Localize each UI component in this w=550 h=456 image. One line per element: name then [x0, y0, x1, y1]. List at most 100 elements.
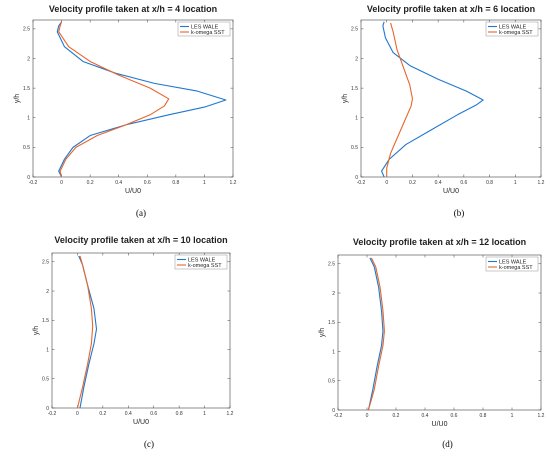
x-tick-label: 1 — [203, 411, 206, 417]
x-tick-label: -0.2 — [357, 180, 366, 186]
y-tick-label: 2 — [332, 291, 335, 297]
y-tick-label: 2.5 — [23, 27, 30, 33]
x-tick-label: 0.8 — [172, 180, 179, 186]
y-axis-label: y/h — [33, 326, 40, 335]
x-axis-label: U/U0 — [443, 188, 459, 195]
x-tick-label: 0.2 — [393, 413, 400, 419]
x-tick-label: 0 — [60, 180, 63, 186]
plot-area — [51, 252, 231, 409]
chart-panel-2: Velocity profile taken at x/h = 6 locati… — [342, 4, 545, 218]
legend-box — [174, 254, 228, 270]
chart-panel-3: Velocity profile taken at x/h = 10 locat… — [33, 235, 234, 449]
x-tick-label: 0.4 — [422, 413, 429, 419]
x-axis-label: U/U0 — [133, 419, 149, 426]
x-tick-label: 0.6 — [460, 180, 467, 186]
y-tick-label: 0.5 — [23, 145, 30, 151]
y-tick-label: 2.5 — [328, 262, 335, 268]
y-tick-label: 1.5 — [328, 320, 335, 326]
chart-panel-4: Velocity profile taken at x/h = 12 locat… — [319, 237, 545, 449]
y-tick-label: 1.5 — [23, 86, 30, 92]
y-tick-label: 1 — [332, 349, 335, 355]
x-tick-label: -0.2 — [48, 411, 57, 417]
x-tick-label: 0.2 — [99, 411, 106, 417]
y-tick-label: 0 — [46, 406, 49, 412]
series-line-les-wale — [367, 257, 384, 411]
legend-entry: k-omega SST — [499, 30, 533, 36]
x-tick-label: 0.8 — [486, 180, 493, 186]
y-tick-label: 2 — [46, 289, 49, 295]
series-line-les-wale — [381, 21, 484, 178]
y-axis-label: y/h — [342, 94, 349, 103]
series-line-k-omega-sst — [58, 21, 170, 178]
panel-caption: (c) — [144, 439, 154, 449]
x-axis-label: U/U0 — [432, 421, 448, 428]
legend-entry: LES WALE — [499, 24, 527, 30]
x-tick-label: 0.6 — [150, 411, 157, 417]
x-tick-label: 0.8 — [176, 411, 183, 417]
panel-caption: (a) — [136, 208, 146, 218]
x-tick-label: 0.2 — [409, 180, 416, 186]
x-tick-label: 0.2 — [87, 180, 94, 186]
y-axis-label: y/h — [319, 328, 326, 337]
y-tick-label: 2.5 — [42, 260, 49, 266]
x-tick-label: 0 — [385, 180, 388, 186]
x-tick-label: 0.8 — [480, 413, 487, 419]
legend-box — [485, 256, 539, 272]
legend-box — [177, 21, 231, 37]
chart-title: Velocity profile taken at x/h = 6 locati… — [367, 4, 535, 14]
chart-title: Velocity profile taken at x/h = 4 locati… — [49, 4, 217, 14]
y-tick-label: 2 — [355, 56, 358, 62]
x-tick-label: 0.4 — [115, 180, 122, 186]
x-tick-label: 0.6 — [144, 180, 151, 186]
y-tick-label: 0.5 — [42, 377, 49, 383]
legend-box — [485, 21, 539, 37]
series-line-k-omega-sst — [76, 255, 94, 409]
plot-area — [32, 19, 234, 178]
y-tick-label: 2 — [27, 56, 30, 62]
series-line-les-wale — [56, 21, 227, 178]
x-tick-label: 0.4 — [435, 180, 442, 186]
x-tick-label: 0.6 — [451, 413, 458, 419]
legend-entry: k-omega SST — [188, 263, 222, 269]
x-tick-label: 1 — [511, 413, 514, 419]
x-axis-label: U/U0 — [125, 188, 141, 195]
chart-title: Velocity profile taken at x/h = 10 locat… — [54, 235, 227, 245]
x-tick-label: 1.2 — [538, 180, 545, 186]
y-tick-label: 1 — [46, 347, 49, 353]
series-line-k-omega-sst — [367, 257, 385, 411]
x-tick-label: 1.2 — [230, 180, 237, 186]
x-tick-label: 0.4 — [125, 411, 132, 417]
plot-area — [360, 19, 542, 178]
y-tick-label: 2.5 — [351, 27, 358, 33]
legend-entry: LES WALE — [191, 24, 219, 30]
panel-caption: (b) — [454, 208, 465, 218]
plot-area — [337, 254, 542, 411]
legend-entry: LES WALE — [188, 257, 216, 263]
y-tick-label: 1.5 — [42, 318, 49, 324]
chart-panel-1: Velocity profile taken at x/h = 4 locati… — [14, 4, 237, 218]
chart-title: Velocity profile taken at x/h = 12 locat… — [353, 237, 526, 247]
y-tick-label: 0 — [332, 408, 335, 414]
legend-entry: k-omega SST — [191, 30, 225, 36]
y-tick-label: 0 — [355, 175, 358, 181]
panel-caption: (d) — [442, 439, 453, 449]
legend-entry: k-omega SST — [499, 265, 533, 271]
y-tick-label: 1 — [355, 116, 358, 122]
y-tick-label: 1 — [27, 116, 30, 122]
x-tick-label: 1.2 — [227, 411, 234, 417]
x-tick-label: 1 — [514, 180, 517, 186]
y-tick-label: 0.5 — [328, 379, 335, 385]
x-tick-label: 1 — [203, 180, 206, 186]
x-tick-label: 0 — [76, 411, 79, 417]
legend-entry: LES WALE — [499, 259, 527, 265]
series-line-k-omega-sst — [386, 22, 413, 177]
x-tick-label: -0.2 — [29, 180, 38, 186]
y-tick-label: 1.5 — [351, 86, 358, 92]
x-tick-label: -0.2 — [334, 413, 343, 419]
x-tick-label: 0 — [366, 413, 369, 419]
